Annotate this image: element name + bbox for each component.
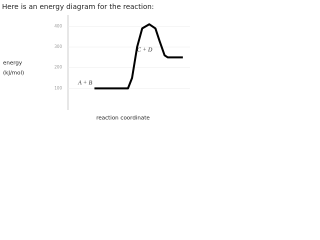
x-axis-label: reaction coordinate bbox=[96, 116, 150, 122]
y-tick-label: 400 bbox=[54, 23, 62, 28]
y-axis-label: (kJ/mol) bbox=[3, 71, 24, 77]
annotation: C + D bbox=[137, 47, 153, 53]
chart-title: Here is an energy diagram for the reacti… bbox=[2, 3, 154, 11]
y-tick-label: 200 bbox=[54, 65, 62, 70]
y-tick-label: 100 bbox=[54, 85, 62, 90]
y-axis-label: energy bbox=[3, 61, 23, 67]
chart: Here is an energy diagram for the reacti… bbox=[2, 3, 190, 122]
annotation: A + B bbox=[77, 80, 93, 86]
energy-curve bbox=[94, 23, 183, 90]
y-tick-label: 300 bbox=[54, 44, 62, 49]
